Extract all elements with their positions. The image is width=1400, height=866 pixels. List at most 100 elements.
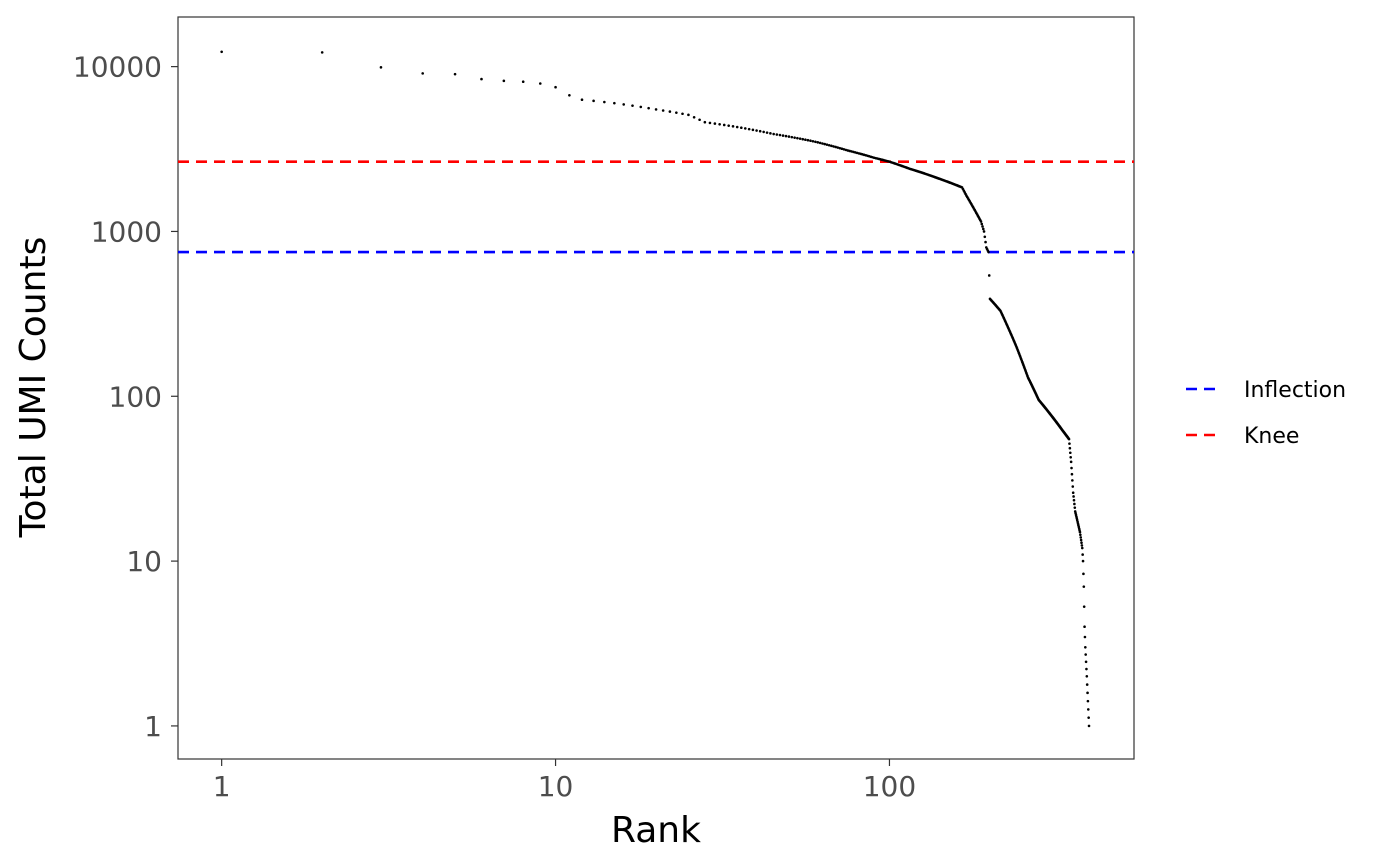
legend: Inflection Knee <box>1186 378 1346 449</box>
reference-lines <box>178 160 1134 254</box>
data-point <box>1070 466 1073 470</box>
data-point <box>1072 495 1075 498</box>
data-point <box>798 137 802 140</box>
data-point <box>1071 479 1074 482</box>
data-point <box>675 111 678 114</box>
data-point <box>480 77 483 81</box>
data-point <box>1069 460 1073 464</box>
x-tick-label-1: 10 <box>538 770 574 803</box>
data-point <box>784 134 788 138</box>
data-point <box>844 148 848 152</box>
data-point <box>811 139 815 143</box>
y-tick-label-4: 10000 <box>73 51 162 84</box>
data-point <box>1080 544 1084 547</box>
data-point <box>984 240 987 244</box>
data-point <box>755 129 758 132</box>
data-point <box>568 93 571 97</box>
data-point <box>1078 530 1082 534</box>
data-point <box>722 123 726 127</box>
data-point <box>1082 572 1085 576</box>
data-point <box>718 122 721 126</box>
data-point <box>983 235 987 239</box>
data-point <box>818 141 822 145</box>
y-axis: 1 10 100 1000 10000 <box>73 51 178 743</box>
data-point <box>1080 546 1084 550</box>
panel-border <box>177 16 1135 760</box>
y-axis-title: Total UMI Counts <box>13 237 54 539</box>
data-point <box>1086 708 1090 711</box>
data-point <box>1068 451 1072 455</box>
data-point <box>979 220 983 223</box>
data-point <box>639 105 643 109</box>
data-point <box>747 127 751 131</box>
data-point <box>751 128 755 132</box>
data-point <box>1085 667 1088 671</box>
data-point <box>832 145 835 148</box>
data-point <box>727 124 730 127</box>
data-point <box>320 51 324 54</box>
data-point <box>1069 456 1072 459</box>
data-point <box>631 104 634 107</box>
data-point <box>703 120 707 124</box>
data-point <box>1084 653 1087 656</box>
data-point <box>1079 536 1083 539</box>
y-tick-label-0: 1 <box>144 710 162 743</box>
data-point <box>787 135 791 138</box>
data-point <box>980 222 984 226</box>
data-point <box>834 145 837 149</box>
legend-label-inflection: Inflection <box>1244 378 1346 403</box>
data-point <box>823 142 827 146</box>
data-point <box>1087 724 1091 728</box>
x-tick-label-2: 100 <box>863 770 916 803</box>
data-point <box>735 125 739 129</box>
data-point <box>816 141 820 144</box>
data-point <box>981 227 985 231</box>
data-point <box>681 112 684 116</box>
data-point <box>708 121 712 125</box>
data-point <box>453 72 457 76</box>
data-point <box>743 127 747 130</box>
data-point <box>661 109 665 112</box>
data-point <box>987 250 990 254</box>
data-point <box>790 135 794 139</box>
data-point <box>1084 645 1087 649</box>
data-point <box>814 140 817 144</box>
data-point <box>1086 699 1090 703</box>
data-point <box>842 148 846 151</box>
y-tick-label-1: 10 <box>126 545 162 578</box>
data-point <box>1085 683 1089 686</box>
data-point <box>765 131 769 134</box>
data-point <box>731 125 735 128</box>
data-point <box>781 134 785 137</box>
y-tick-label-2: 100 <box>109 380 162 413</box>
data-point <box>1081 553 1084 556</box>
data-point <box>987 274 991 277</box>
data-point <box>769 132 772 135</box>
data-point <box>1082 605 1086 608</box>
data-point <box>1084 660 1088 664</box>
data-point <box>1071 491 1075 495</box>
data-point <box>1073 506 1077 510</box>
data-point <box>521 80 525 83</box>
data-point <box>775 133 779 136</box>
data-point <box>838 146 842 150</box>
data-point <box>379 66 383 69</box>
plot-panel <box>177 16 1135 760</box>
data-point <box>758 129 762 133</box>
data-point <box>1083 635 1087 639</box>
data-point <box>982 230 986 233</box>
data-point <box>1079 538 1083 542</box>
data-points <box>220 50 1091 728</box>
data-point <box>1086 691 1089 695</box>
data-point <box>668 110 672 113</box>
data-point <box>1079 533 1082 537</box>
data-point <box>1073 502 1076 506</box>
data-point <box>804 138 807 141</box>
data-point <box>772 132 775 136</box>
x-axis-title: Rank <box>611 810 701 851</box>
data-point <box>502 79 506 83</box>
data-point <box>1085 675 1089 678</box>
data-point <box>1067 437 1071 441</box>
data-point <box>806 138 810 142</box>
